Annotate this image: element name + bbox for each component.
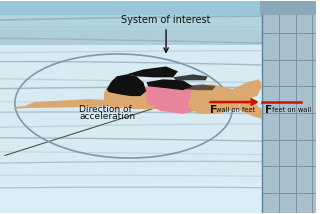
Polygon shape xyxy=(14,106,25,109)
Bar xyxy=(0,1,262,45)
Circle shape xyxy=(104,83,130,109)
Bar xyxy=(0,1,262,30)
Bar xyxy=(0,183,262,213)
Bar xyxy=(262,15,316,213)
Polygon shape xyxy=(183,84,215,90)
Polygon shape xyxy=(173,74,208,80)
Polygon shape xyxy=(109,86,180,109)
Text: F: F xyxy=(265,105,272,115)
Polygon shape xyxy=(107,74,146,96)
Bar xyxy=(0,1,262,15)
Circle shape xyxy=(237,88,253,104)
Text: Direction of: Direction of xyxy=(79,105,132,114)
Text: F: F xyxy=(210,105,217,115)
Text: feet on wall: feet on wall xyxy=(272,107,311,113)
Polygon shape xyxy=(188,84,242,114)
Polygon shape xyxy=(146,79,193,90)
Text: System of interest: System of interest xyxy=(121,15,211,25)
Polygon shape xyxy=(232,79,262,99)
Polygon shape xyxy=(237,102,262,119)
Bar xyxy=(260,1,316,15)
Text: wall on feet: wall on feet xyxy=(217,107,256,113)
Text: acceleration: acceleration xyxy=(79,112,135,121)
Polygon shape xyxy=(24,99,114,108)
Polygon shape xyxy=(146,82,208,114)
Polygon shape xyxy=(126,67,178,77)
Bar xyxy=(0,45,262,213)
